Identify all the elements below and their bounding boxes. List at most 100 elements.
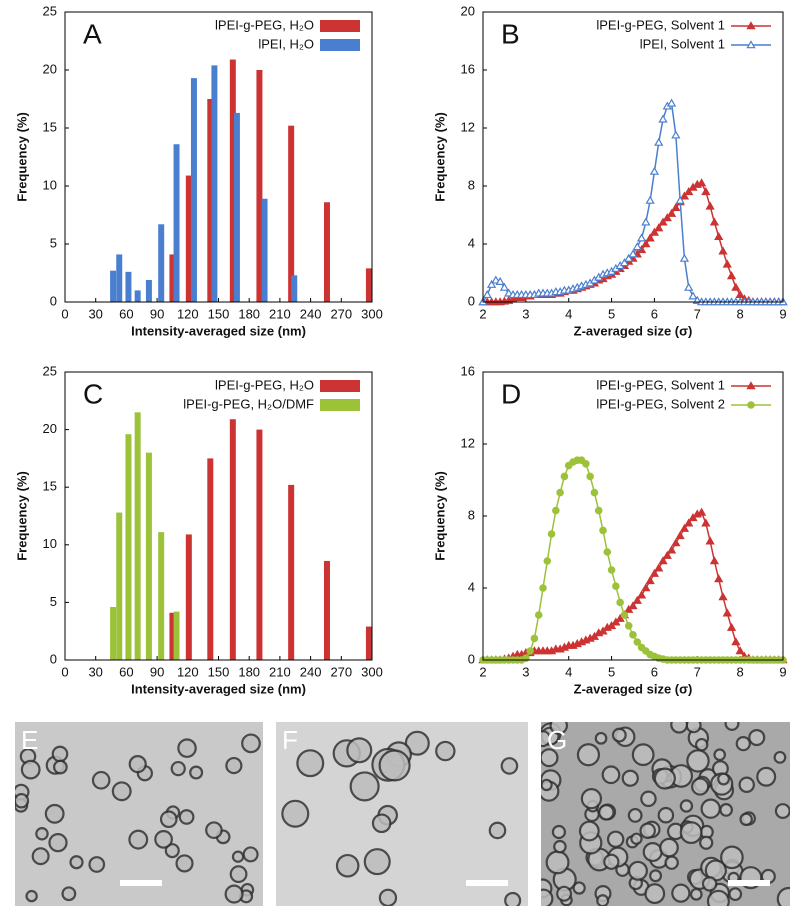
bar: [116, 254, 123, 302]
bar: [134, 290, 141, 302]
particle: [178, 809, 195, 825]
marker: [649, 166, 660, 175]
bar: [288, 125, 295, 303]
particle: [631, 743, 655, 767]
particle: [545, 850, 570, 875]
legend-label: lPEI-g-PEG, Solvent 1: [596, 377, 725, 392]
x-tick-label: 60: [119, 664, 133, 679]
bar: [116, 512, 123, 660]
particle: [205, 821, 223, 839]
y-tick-label: 5: [50, 235, 57, 250]
x-tick-label: 150: [208, 664, 230, 679]
particle: [713, 748, 727, 762]
panel-label: C: [83, 378, 103, 409]
marker: [552, 506, 560, 515]
marker: [705, 536, 715, 545]
particle: [670, 722, 689, 734]
x-tick-label: 30: [88, 306, 102, 321]
x-tick-label: 5: [608, 664, 615, 679]
particle: [594, 731, 608, 745]
marker: [654, 137, 664, 146]
y-axis-label: Frequency (%): [14, 112, 29, 202]
marker: [641, 583, 651, 592]
plot-frame: [64, 11, 373, 303]
x-tick-label: 300: [361, 306, 383, 321]
marker: [616, 598, 624, 607]
particle: [241, 733, 261, 754]
marker: [679, 253, 690, 262]
marker: [654, 223, 664, 232]
marker: [666, 208, 677, 217]
particle: [91, 770, 111, 790]
marker: [632, 242, 642, 251]
particle: [154, 830, 173, 849]
particle: [363, 848, 391, 876]
marker: [701, 186, 711, 196]
particle: [630, 832, 643, 845]
marker: [607, 566, 616, 574]
particle: [551, 824, 567, 840]
marker: [675, 195, 685, 204]
bar: [323, 560, 330, 660]
marker: [632, 595, 642, 604]
legend-marker: [746, 381, 756, 390]
x-tick-label: 2: [479, 306, 486, 321]
micrograph-label: G: [547, 725, 567, 755]
marker: [619, 258, 630, 267]
marker: [654, 563, 664, 572]
x-tick-label: 9: [779, 306, 786, 321]
legend-swatch: [320, 380, 360, 392]
scale-bar: [120, 880, 162, 886]
marker: [603, 548, 612, 556]
y-tick-label: 20: [461, 3, 475, 18]
particle: [128, 754, 147, 774]
particle: [720, 845, 744, 870]
particle: [175, 854, 194, 873]
scale-bar: [728, 880, 770, 886]
particle: [739, 812, 753, 827]
x-tick-label: 3: [522, 664, 529, 679]
particle: [31, 847, 50, 866]
y-tick-label: 4: [468, 579, 475, 594]
bar: [158, 532, 165, 660]
y-tick-label: 25: [43, 3, 57, 18]
particle: [578, 820, 600, 842]
x-tick-label: 6: [651, 664, 658, 679]
particle: [699, 835, 714, 850]
marker: [636, 233, 647, 242]
particle: [242, 846, 259, 863]
particle: [611, 727, 627, 743]
particle: [48, 833, 68, 853]
y-tick-label: 0: [50, 651, 57, 666]
particle: [598, 804, 615, 821]
marker: [662, 213, 672, 222]
legend-marker: [746, 21, 756, 30]
y-axis-label: Frequency (%): [432, 471, 447, 561]
particle: [606, 830, 625, 848]
x-tick-label: 180: [238, 664, 260, 679]
bar: [185, 175, 192, 302]
particle: [628, 860, 648, 881]
particle: [52, 759, 68, 775]
particle: [69, 855, 84, 870]
x-tick-label: 210: [269, 306, 291, 321]
particle: [653, 767, 676, 790]
particle: [679, 821, 703, 845]
bar: [145, 279, 152, 302]
particle: [35, 827, 49, 841]
bar: [190, 78, 197, 303]
x-tick-label: 270: [330, 664, 352, 679]
particle: [44, 803, 65, 824]
particle: [756, 766, 777, 787]
particle: [659, 837, 679, 858]
marker: [666, 545, 677, 554]
marker: [526, 647, 534, 655]
marker: [679, 191, 690, 200]
marker: [543, 557, 552, 565]
particle: [549, 722, 569, 735]
particle: [738, 776, 755, 794]
particle: [627, 807, 643, 823]
marker: [666, 98, 677, 107]
marker: [495, 276, 505, 285]
bar: [169, 612, 176, 660]
